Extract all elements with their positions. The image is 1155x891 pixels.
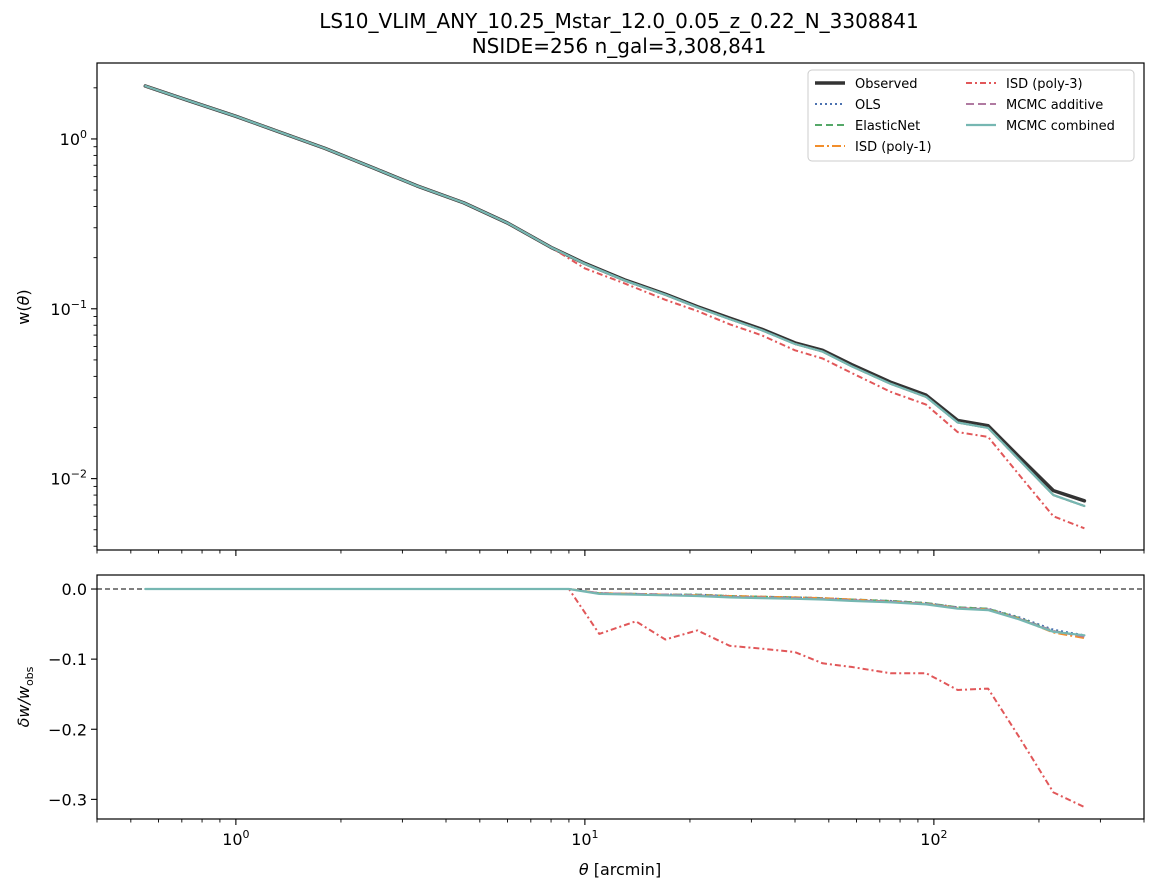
legend-items: Observed OLS ElasticNet ISD (poly-1) ISD (po…: [815, 77, 1115, 155]
x-tick-label: 100: [222, 828, 249, 849]
x-axis-label: θ [arcmin]: [579, 860, 661, 879]
legend-label-elasticnet: ElasticNet: [855, 119, 920, 134]
chart-title-line-2: NSIDE=256 n_gal=3,308,841: [472, 34, 767, 58]
legend-label-mcmc-combined: MCMC combined: [1006, 119, 1115, 134]
bottom-series-isd-poly-1: [145, 588, 1085, 640]
top-panel: 100 10−1 10−2 w(θ) Observed OLS ElasticNet IS…: [14, 62, 1145, 556]
legend: Observed OLS ElasticNet ISD (poly-1) ISD (po…: [807, 69, 1135, 162]
bottom-axes-frame: [96, 574, 1145, 820]
bottom-y-tick-label: −0.1: [48, 650, 87, 669]
bottom-panel: 100 101 102 0.0 −0.1 −0.2 −0.3 δw/wobs θ [arcm…: [14, 574, 1145, 879]
bottom-y-tick-label: −0.2: [48, 720, 87, 739]
legend-label-observed: Observed: [855, 77, 918, 92]
bottom-y-tick-label: −0.3: [48, 790, 87, 809]
top-series-lines: [143, 84, 1087, 530]
top-y-tick-label: 10−2: [50, 468, 87, 489]
top-y-tick-label: 10−1: [50, 298, 87, 319]
bottom-series-lines: [144, 587, 1086, 809]
bottom-ticks: 100 101 102 0.0 −0.1 −0.2 −0.3: [48, 580, 1145, 849]
x-tick-label: 101: [571, 828, 598, 849]
bottom-series-mcmc-combined: [144, 587, 1086, 637]
legend-label-mcmc-additive: MCMC additive: [1006, 98, 1103, 113]
legend-label-isd-poly-3: ISD (poly-3): [1006, 77, 1083, 92]
chart-title-line-1: LS10_VLIM_ANY_10.25_Mstar_12.0_0.05_z_0.…: [319, 9, 919, 33]
top-axes-frame: [96, 62, 1145, 551]
legend-label-ols: OLS: [855, 98, 881, 113]
top-y-axis-label: w(θ): [14, 289, 33, 324]
legend-label-isd-poly-1: ISD (poly-1): [855, 140, 932, 155]
top-series-mcmc-combined: [144, 84, 1086, 508]
bottom-y-axis-label: δw/wobs: [14, 666, 36, 727]
bottom-y-tick-label: 0.0: [62, 580, 87, 599]
bottom-series-isd-poly-3: [145, 588, 1085, 809]
x-tick-label: 102: [920, 828, 947, 849]
legend-frame: [807, 69, 1135, 162]
top-y-tick-label: 100: [60, 128, 87, 149]
